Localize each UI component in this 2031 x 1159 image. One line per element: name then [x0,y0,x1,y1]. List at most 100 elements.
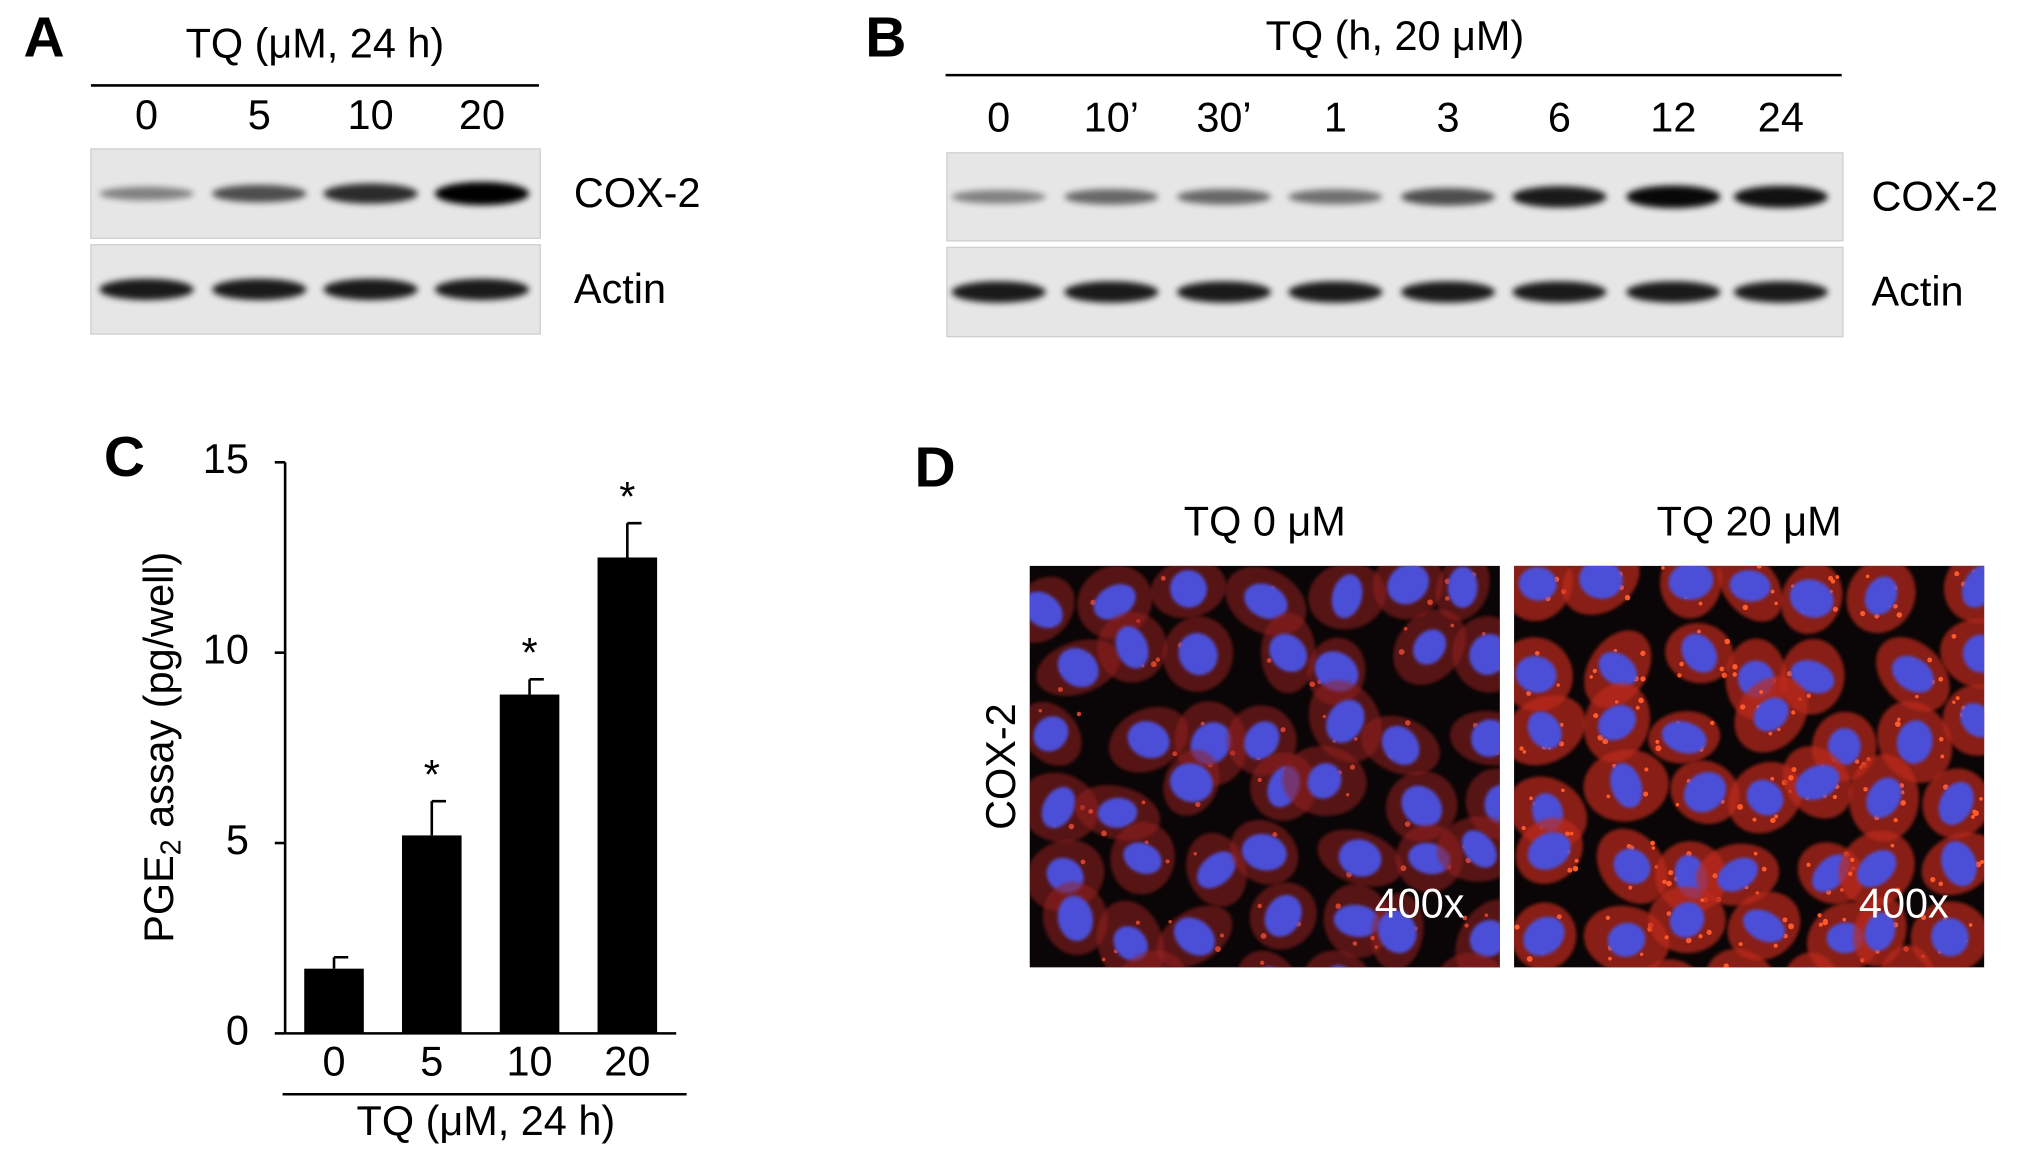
nucleus [1127,721,1170,759]
speckle [1732,664,1738,670]
lane-label: 3 [1436,93,1459,140]
speckle [1979,859,1985,864]
panel-label: C [104,425,145,489]
speckle [1570,556,1575,561]
nucleus [1331,574,1363,619]
nucleus [1866,777,1902,818]
band [1733,281,1828,303]
nucleus [1124,966,1174,1016]
speckle [1155,657,1161,662]
nucleus [1250,966,1287,968]
speckle [1505,998,1510,1003]
nucleus [1523,916,1565,956]
nucleus [1661,721,1707,754]
speckle [1954,571,1960,577]
blot-header: TQ (h, 20 μM) [1266,12,1525,59]
band [323,183,418,204]
speckle [1863,786,1868,792]
speckle [1655,983,1658,986]
speckle [1650,840,1656,846]
nucleus [1717,857,1759,892]
row-label: COX-2 [977,703,1024,830]
speckle [1038,709,1042,713]
speckle [1958,1003,1963,1008]
speckle [1700,898,1704,902]
nucleus [1097,797,1138,828]
speckle [1480,1002,1485,1007]
speckle [1921,914,1927,920]
speckle [1782,917,1788,923]
speckle [1955,696,1960,701]
speckle [1073,1001,1078,1006]
micrograph [1029,565,1500,1036]
speckle [1938,676,1944,682]
blot-header: TQ (μM, 24 h) [186,20,445,67]
speckle [1788,923,1794,930]
speckle [1897,717,1901,722]
nucleus [1401,785,1443,827]
nucleus [1729,570,1771,602]
band [1512,281,1607,303]
nucleus [1827,727,1861,766]
speckle [1618,1017,1622,1021]
speckle [1462,915,1468,921]
speckle [1266,658,1272,663]
speckle [1719,666,1725,672]
nucleus [1938,781,1974,825]
speckle [1324,979,1328,983]
lane-label: 12 [1650,93,1696,140]
nucleus [1043,981,1099,1036]
speckle [1792,967,1798,973]
band [1626,281,1721,303]
nucleus [1469,919,1500,958]
speckle [1972,809,1977,815]
speckle [1809,981,1814,986]
significance: * [619,473,635,520]
speckle [1628,885,1633,890]
nucleus [1484,785,1500,824]
speckle [1991,565,1996,570]
speckle [1900,800,1906,806]
speckle [1738,942,1743,947]
speckle [1675,802,1680,807]
nucleus [1470,719,1500,757]
bar [402,835,462,1034]
cells [1505,556,1996,1025]
error-bar [626,521,642,558]
speckle [1533,1012,1538,1017]
speckle [1424,981,1428,985]
y-axis-label-part: 2 [155,839,187,855]
speckle [1135,920,1140,925]
speckle [1850,857,1855,863]
nucleus [1648,975,1700,1025]
speckle [1575,559,1578,562]
speckle [1168,919,1172,924]
speckle [1335,903,1341,909]
nucleus [1856,849,1897,888]
speckle [1144,840,1149,845]
speckle [1375,983,1380,988]
band [99,186,194,201]
speckle [1195,801,1201,808]
row-label: COX-2 [1871,172,1998,219]
speckle [1505,693,1511,699]
speckle [1257,903,1262,909]
speckle [1865,574,1870,579]
speckle [1526,956,1533,962]
band [1176,281,1272,303]
y-axis-label-part: assay (pg/well) [135,552,182,840]
speckle [1773,814,1779,819]
speckle [1574,858,1579,863]
cytoplasm [1874,945,1936,968]
speckle [1696,629,1701,634]
nucleus [1244,583,1288,619]
band [99,278,194,301]
nucleus [1597,704,1636,741]
speckle [1835,575,1840,579]
nucleus [1598,651,1637,687]
speckle [1710,720,1715,726]
band [434,278,530,301]
speckle [1448,982,1453,987]
magnification: 400x [1375,879,1465,926]
speckle [1842,917,1847,922]
